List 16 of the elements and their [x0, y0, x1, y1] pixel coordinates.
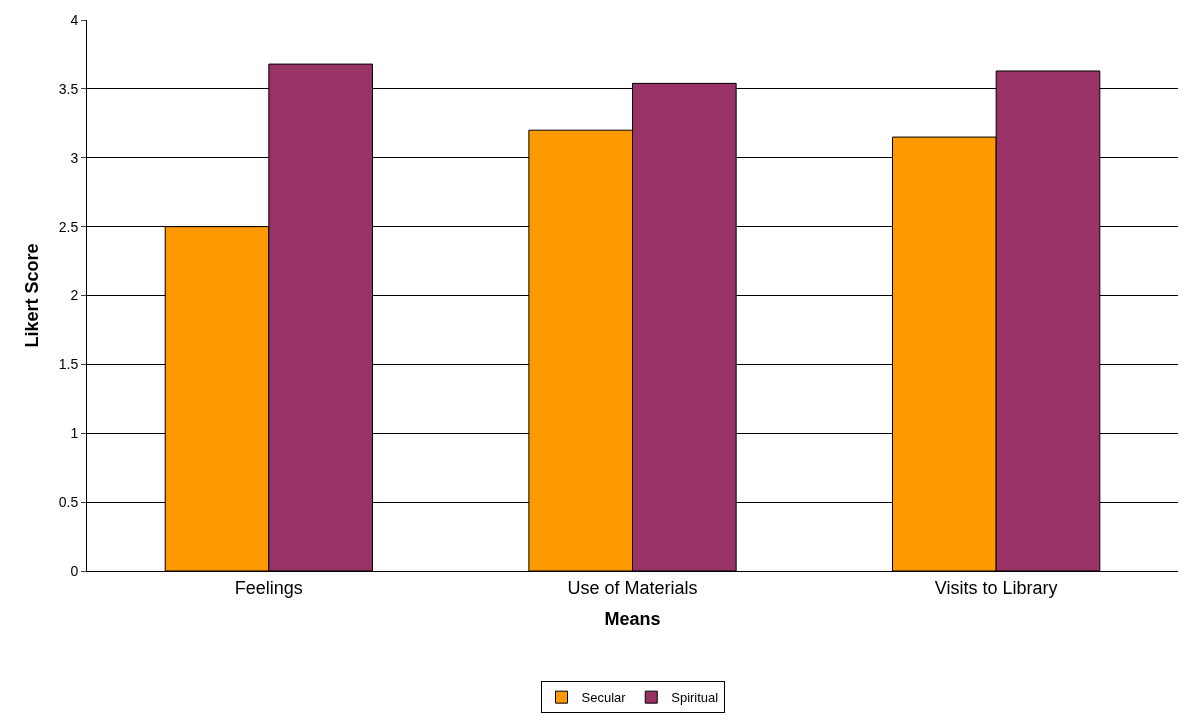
x-tick-label: Feelings	[234, 577, 303, 598]
y-tick-label: 4	[70, 11, 79, 28]
y-tick-label: 1	[70, 425, 79, 442]
y-tick-label: 2	[70, 287, 79, 304]
x-tick-label: Visits to Library	[934, 577, 1058, 598]
y-axis-title: Likert Score	[21, 243, 42, 348]
legend-label: Spiritual	[671, 690, 719, 706]
y-tick-label: 3	[70, 149, 79, 166]
x-tick-label: Use of Materials	[567, 577, 698, 598]
x-axis-title: Means	[604, 608, 661, 629]
legend-label: Secular	[581, 690, 627, 706]
y-tick-label: 1.5	[58, 356, 79, 373]
y-tick-label: 0	[70, 562, 79, 579]
y-tick-label: 2.5	[58, 218, 79, 235]
y-tick-label: 0.5	[58, 494, 79, 511]
y-tick-label: 3.5	[58, 80, 79, 97]
